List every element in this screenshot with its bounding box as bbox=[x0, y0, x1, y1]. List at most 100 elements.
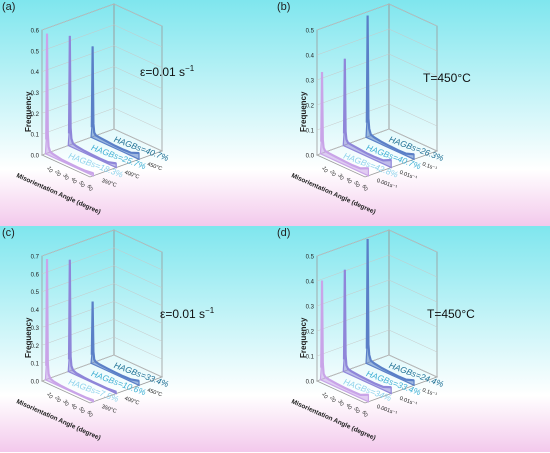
x-tick-label: 60 bbox=[85, 410, 93, 418]
x-tick-label: 60 bbox=[360, 184, 368, 192]
series-line bbox=[320, 71, 369, 170]
grid-line bbox=[41, 66, 163, 93]
grid-line bbox=[316, 279, 438, 307]
panel-c: 0.0 0.1 0.2 0.3 0.4 0.5 0.6 0.7 10 20 30 40 50 60 Miso… bbox=[0, 226, 275, 452]
condition-text: T=450°C bbox=[427, 307, 475, 321]
panel-label: (c) bbox=[2, 227, 15, 239]
background bbox=[275, 0, 550, 226]
y-tick-label: 0.1 bbox=[306, 355, 315, 361]
y-tick-label: 0.2 bbox=[31, 344, 40, 350]
y-axis-label: Frequency bbox=[299, 91, 308, 132]
condition-text: ε=0.01 s−1 bbox=[160, 306, 215, 321]
grid-line bbox=[41, 24, 163, 52]
panel-b-chart: 0.00.10.20.30.40.510 20 30 40 50 60Misorienta… bbox=[275, 0, 550, 226]
grid-line bbox=[41, 265, 163, 292]
series-line bbox=[67, 35, 117, 165]
x-tick-label: 20 bbox=[53, 395, 61, 403]
grid-line bbox=[316, 103, 438, 131]
panel-d-chart: 0.00.10.20.30.40.510 20 30 40 50 60Misorienta… bbox=[275, 226, 550, 452]
x-tick-label: 40 bbox=[69, 177, 77, 185]
y-tick-label: 0.3 bbox=[31, 91, 40, 97]
x-tick-label: 60 bbox=[360, 410, 368, 418]
series-name: 350°C bbox=[101, 404, 118, 415]
y-tick-label: 0.3 bbox=[306, 305, 315, 311]
y-tick-label: 0.6 bbox=[31, 272, 40, 278]
y-tick-label: 0.0 bbox=[306, 154, 315, 160]
grid-line bbox=[41, 354, 163, 382]
grid-line bbox=[41, 87, 163, 114]
series-name: 0.1s⁻¹ bbox=[421, 388, 437, 399]
panel-d: 0.0 0.1 0.2 0.3 0.4 0.5 10 20 30 40 50 60 Misorienta… bbox=[275, 226, 550, 452]
series-name: 350°C bbox=[101, 178, 118, 189]
y-tick-label: 0.0 bbox=[31, 380, 40, 386]
background bbox=[0, 226, 275, 452]
panel-b: 0.0 0.1 0.2 0.3 0.4 0.5 10 20 30 40 50 60 Misorienta… bbox=[275, 0, 550, 226]
grid-line bbox=[41, 283, 163, 310]
grid-line bbox=[41, 3, 163, 31]
y-tick-label: 0.4 bbox=[31, 308, 40, 314]
panel-a-chart: 0.00.10.20.30.40.50.610 20 30 40 50 60Misorie… bbox=[0, 0, 275, 226]
x-tick-label: 40 bbox=[344, 177, 352, 185]
y-tick-label: 0.0 bbox=[31, 154, 40, 160]
grid-line bbox=[316, 329, 438, 357]
panel-c-chart: 0.00.10.20.30.40.50.60.710 20 30 40 50 60Miso… bbox=[0, 226, 275, 452]
series-line bbox=[67, 259, 117, 393]
y-tick-label: 0.2 bbox=[306, 104, 315, 110]
series-line bbox=[45, 259, 94, 402]
panel-a: 0.0 0.1 0.2 0.3 0.4 0.5 0.6 10 20 30 40 50 60 Misorie… bbox=[0, 0, 275, 226]
x-tick-label: 10 bbox=[320, 392, 328, 400]
x-tick-label: 30 bbox=[61, 399, 69, 407]
grid-line bbox=[41, 229, 163, 257]
y-tick-label: 0.7 bbox=[31, 255, 40, 261]
condition-text: ε=0.01 s−1 bbox=[140, 64, 195, 79]
x-tick-label: 50 bbox=[77, 406, 85, 414]
grid-line bbox=[316, 3, 438, 31]
grid-line bbox=[41, 301, 163, 328]
y-tick-label: 0.4 bbox=[306, 54, 315, 60]
x-tick-label: 30 bbox=[336, 399, 344, 407]
panel-label: (b) bbox=[277, 1, 291, 13]
y-tick-label: 0.1 bbox=[306, 129, 315, 135]
series-name: 0.1s⁻¹ bbox=[421, 162, 437, 173]
series-name: 450°C bbox=[146, 162, 163, 173]
y-axis-label: Frequency bbox=[24, 91, 33, 132]
y-axis-label: Frequency bbox=[24, 317, 33, 358]
x-tick-label: 60 bbox=[85, 184, 93, 192]
x-tick-label: 10 bbox=[45, 166, 53, 174]
y-tick-label: 0.1 bbox=[31, 133, 40, 139]
x-tick-label: 10 bbox=[45, 392, 53, 400]
x-tick-label: 20 bbox=[328, 395, 336, 403]
grid-line bbox=[41, 319, 163, 346]
y-tick-label: 0.3 bbox=[306, 79, 315, 85]
grid-line bbox=[316, 53, 438, 81]
grid-line bbox=[316, 254, 438, 282]
series-name: 400°C bbox=[124, 170, 141, 181]
y-tick-label: 0.5 bbox=[31, 290, 40, 296]
y-tick-label: 0.2 bbox=[306, 330, 315, 336]
series-line bbox=[342, 269, 392, 389]
y-tick-label: 0.5 bbox=[31, 49, 40, 55]
y-tick-label: 0.0 bbox=[306, 380, 315, 386]
x-tick-label: 20 bbox=[53, 169, 61, 177]
x-tick-label: 40 bbox=[69, 403, 77, 411]
y-tick-label: 0.2 bbox=[31, 112, 40, 118]
series-name: 0.01s⁻¹ bbox=[399, 170, 418, 182]
series-name: 0.01s⁻¹ bbox=[399, 396, 418, 408]
x-tick-label: 30 bbox=[336, 173, 344, 181]
y-tick-label: 0.4 bbox=[306, 280, 315, 286]
panel-label: (d) bbox=[277, 227, 291, 239]
grid-line bbox=[41, 336, 163, 364]
series-name: 400°C bbox=[124, 396, 141, 407]
y-tick-label: 0.1 bbox=[31, 362, 40, 368]
series-line bbox=[365, 239, 415, 382]
grid-line bbox=[41, 45, 163, 72]
y-tick-label: 0.5 bbox=[306, 29, 315, 35]
grid-line bbox=[316, 78, 438, 106]
x-tick-label: 20 bbox=[328, 169, 336, 177]
y-tick-label: 0.4 bbox=[31, 70, 40, 76]
x-tick-label: 50 bbox=[77, 180, 85, 188]
condition-text: T=450°C bbox=[423, 71, 471, 85]
x-tick-label: 50 bbox=[352, 180, 360, 188]
background bbox=[0, 0, 275, 226]
series-line bbox=[320, 280, 369, 396]
